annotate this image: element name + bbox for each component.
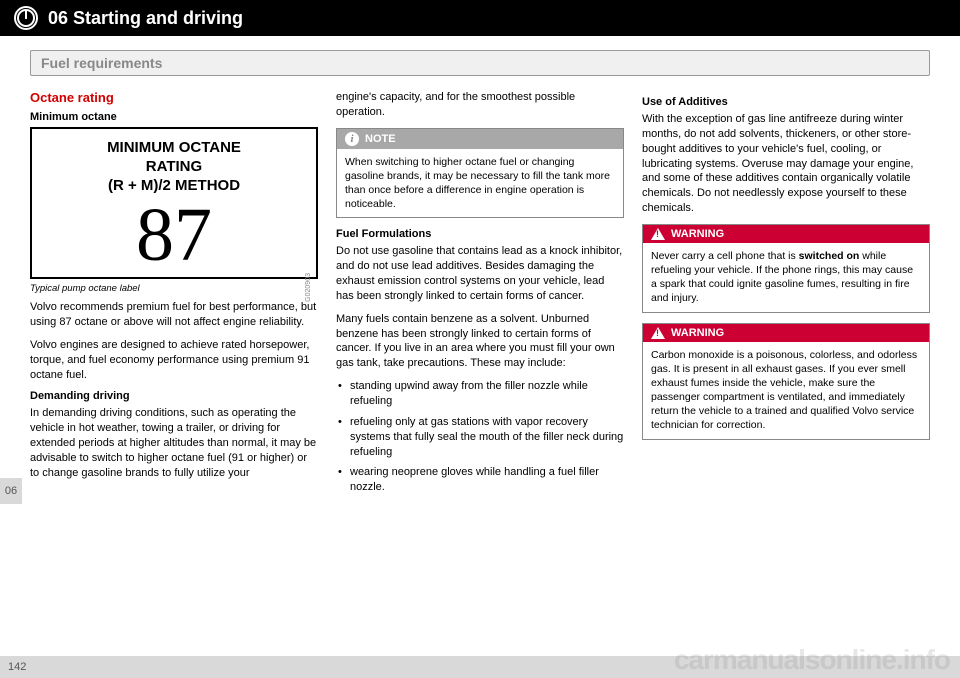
paragraph: In demanding driving conditions, such as… <box>30 406 318 480</box>
warning-callout-1: WARNING Never carry a cell phone that is… <box>642 224 930 313</box>
chapter-header: 06 Starting and driving <box>0 0 960 36</box>
paragraph: With the exception of gas line antifreez… <box>642 112 930 216</box>
column-3: Use of Additives With the exception of g… <box>642 90 930 503</box>
warning-body: Carbon monoxide is a poisonous, colorles… <box>643 342 929 439</box>
warning-triangle-icon <box>651 228 665 240</box>
figure-caption: Typical pump octane label <box>30 283 318 294</box>
list-item: refueling only at gas stations with vapo… <box>336 415 624 460</box>
warning-label: WARNING <box>671 327 724 339</box>
warning-body: Never carry a cell phone that is switche… <box>643 243 929 312</box>
octane-line1: MINIMUM OCTANE <box>38 139 310 158</box>
page-content: Octane rating Minimum octane MINIMUM OCT… <box>0 76 960 503</box>
chapter-title: 06 Starting and driving <box>48 8 243 29</box>
heading-additives: Use of Additives <box>642 96 930 108</box>
heading-octane-rating: Octane rating <box>30 90 318 105</box>
heading-minimum-octane: Minimum octane <box>30 111 318 123</box>
chapter-side-tab: 06 <box>0 478 22 504</box>
note-header: i NOTE <box>337 129 623 149</box>
precautions-list: standing upwind away from the filler noz… <box>336 379 624 495</box>
section-title: Fuel requirements <box>30 50 930 76</box>
paragraph: Many fuels contain benzene as a solvent.… <box>336 312 624 371</box>
octane-figure-id: G020903 <box>305 273 312 302</box>
paragraph: engine's capacity, and for the smoothest… <box>336 90 624 120</box>
warning-label: WARNING <box>671 228 724 240</box>
note-callout: i NOTE When switching to higher octane f… <box>336 128 624 219</box>
octane-value: 87 <box>38 197 310 273</box>
heading-fuel-formulations: Fuel Formulations <box>336 228 624 240</box>
octane-label-figure: MINIMUM OCTANE RATING (R + M)/2 METHOD 8… <box>30 127 318 279</box>
list-item: wearing neoprene gloves while handling a… <box>336 465 624 495</box>
warning-triangle-icon <box>651 327 665 339</box>
info-icon: i <box>345 132 359 146</box>
paragraph: Volvo recommends premium fuel for best p… <box>30 300 318 330</box>
steering-wheel-icon <box>14 6 38 30</box>
octane-line2: RATING <box>38 158 310 177</box>
heading-demanding-driving: Demanding driving <box>30 390 318 402</box>
note-body: When switching to higher octane fuel or … <box>337 149 623 218</box>
watermark: carmanualsonline.info <box>674 644 950 676</box>
list-item: standing upwind away from the filler noz… <box>336 379 624 409</box>
note-label: NOTE <box>365 133 396 145</box>
column-2: engine's capacity, and for the smoothest… <box>336 90 624 503</box>
column-1: Octane rating Minimum octane MINIMUM OCT… <box>30 90 318 503</box>
warning-callout-2: WARNING Carbon monoxide is a poisonous, … <box>642 323 930 440</box>
warning-text: Never carry a cell phone that is <box>651 250 799 262</box>
warning-bold: switched on <box>799 250 860 262</box>
warning-header: WARNING <box>643 225 929 243</box>
warning-header: WARNING <box>643 324 929 342</box>
paragraph: Do not use gasoline that contains lead a… <box>336 244 624 303</box>
paragraph: Volvo engines are designed to achieve ra… <box>30 338 318 383</box>
page-number: 142 <box>0 661 26 673</box>
